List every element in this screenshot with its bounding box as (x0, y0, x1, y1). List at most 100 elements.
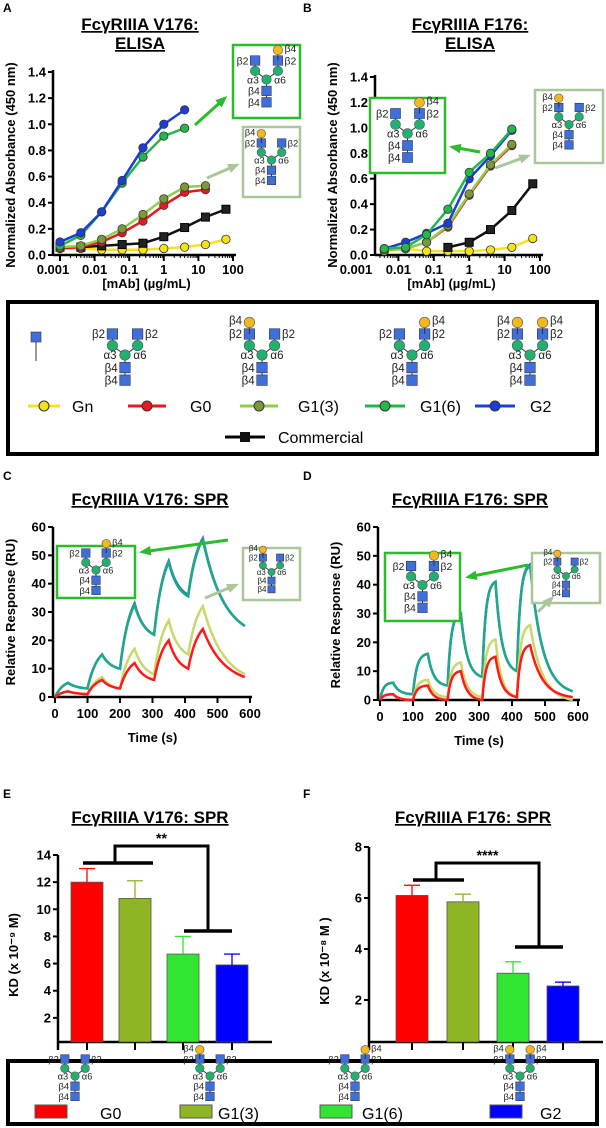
linkage-label: β2 (543, 557, 552, 566)
linkage-label: β4 (255, 176, 266, 186)
x-tick-label: 0.01 (82, 262, 107, 277)
panel-letter: C (3, 469, 12, 483)
bar (215, 964, 249, 1043)
mannose-circle-icon (505, 1063, 515, 1073)
glcnac-square-icon (406, 362, 418, 374)
linkage-label: α3 (552, 120, 563, 130)
data-point (76, 241, 86, 251)
legend-label: G1(6) (362, 1106, 403, 1123)
linkage-label: α3 (390, 350, 403, 362)
data-point (200, 212, 210, 222)
y-axis-label: Normalized Absorbance (450 nm) (325, 62, 340, 267)
y-tick-label: 0.8 (350, 146, 368, 161)
linkage-label: β4 (258, 577, 268, 586)
y-tick-label: 0.4 (350, 197, 369, 212)
y-tick-label: 1.0 (28, 117, 46, 132)
data-point (97, 207, 107, 217)
y-tick-label: 60 (32, 520, 46, 535)
mannose-circle-icon (215, 1063, 225, 1073)
data-point (443, 242, 453, 252)
glcnac-square-icon (393, 328, 405, 340)
series-G1(6) (379, 124, 517, 254)
bar (118, 898, 152, 1043)
y-tick-label: 8 (355, 840, 362, 855)
data-point (180, 182, 190, 192)
mannose-circle-icon (419, 339, 431, 352)
data-point (379, 244, 389, 254)
glcnac-square-icon (91, 575, 101, 585)
linkage-label: β4 (388, 153, 400, 165)
linkage-label: β2 (441, 562, 453, 573)
y-axis-label: Normalized Absorbance (450 nm) (3, 62, 18, 267)
data-point (528, 233, 538, 244)
mannose-circle-icon (562, 572, 570, 580)
chart-title: ELISA (445, 34, 495, 53)
glcnac-square-icon (574, 102, 584, 113)
mannose-circle-icon (266, 155, 277, 165)
y-tick-label: 1.2 (350, 95, 368, 110)
x-tick-label: 100 (77, 706, 99, 721)
linkage-label: β2 (249, 553, 258, 562)
legend-marker (253, 400, 265, 412)
mannose-circle-icon (390, 119, 401, 130)
panel-letter: E (3, 787, 11, 801)
data-point (117, 175, 127, 186)
linkage-label: β2 (226, 1054, 237, 1064)
y-tick-label: 10 (357, 664, 371, 679)
x-tick-label: 400 (501, 709, 523, 724)
x-tick-label: 400 (174, 706, 196, 721)
linkage-label: β2 (285, 553, 294, 562)
glcnac-square-icon (406, 560, 417, 572)
mannose-circle-icon (60, 1063, 70, 1073)
data-point (180, 123, 190, 133)
data-point (485, 245, 496, 255)
bar-chart-F: FcγRIIIA F176: SPR 2 4 6 8 KD (x 10⁻⁸ M ) **** (317, 808, 603, 1050)
linkage-label: β2 (328, 1054, 339, 1064)
linkage-label: β2 (112, 548, 123, 558)
linkage-label: α3 (193, 1071, 204, 1081)
bar (446, 901, 480, 1043)
data-point (159, 119, 169, 129)
linkage-label: β4 (285, 44, 297, 55)
legend-item-G0: G0 (128, 399, 211, 416)
data-point (507, 242, 517, 252)
y-tick-label: 0.0 (28, 248, 46, 263)
linkage-label: β2 (48, 1054, 59, 1064)
glcnac-square-icon (119, 374, 131, 386)
legend-swatch (179, 1104, 213, 1119)
legend-box (6, 300, 599, 456)
linkage-label: α6 (416, 129, 428, 141)
linkage-label: β4 (503, 1092, 514, 1102)
x-tick-label: 0.001 (340, 262, 373, 277)
linkage-label: α3 (254, 155, 265, 165)
linkage-label: α6 (430, 581, 442, 592)
data-point (464, 167, 474, 177)
linkage-label: β4 (249, 544, 259, 553)
linkage-label: β2 (585, 103, 596, 113)
galactose-circle-icon (537, 316, 549, 329)
x-tick-label: 200 (109, 706, 131, 721)
linkage-label: β2 (288, 138, 299, 148)
data-point (443, 218, 453, 228)
linkage-label: β4 (58, 1092, 69, 1102)
linkage-label: α3 (508, 350, 521, 362)
galactose-circle-icon (258, 545, 267, 554)
bar-G0 (395, 884, 429, 1050)
arrow-icon (465, 563, 529, 580)
glcnac-square-icon (261, 97, 272, 108)
y-tick-label: 6 (355, 891, 362, 906)
x-tick-label: 300 (468, 709, 490, 724)
chart-title: FcγRIIIA V176: (81, 15, 198, 34)
linkage-label: β2 (376, 109, 388, 121)
data-point (485, 160, 496, 170)
mannose-circle-icon (554, 112, 564, 122)
legend-swatch (319, 1104, 353, 1119)
chart-title: ELISA (115, 34, 165, 53)
linkage-label: β4 (493, 1043, 504, 1053)
glcnac-square-icon (91, 585, 101, 595)
y-tick-label: 0.0 (350, 248, 368, 263)
sensorgram-G1(6) (53, 536, 246, 698)
linkage-label: β2 (229, 329, 242, 341)
glcnac-square-icon (402, 152, 413, 163)
galactose-circle-icon (428, 550, 439, 561)
